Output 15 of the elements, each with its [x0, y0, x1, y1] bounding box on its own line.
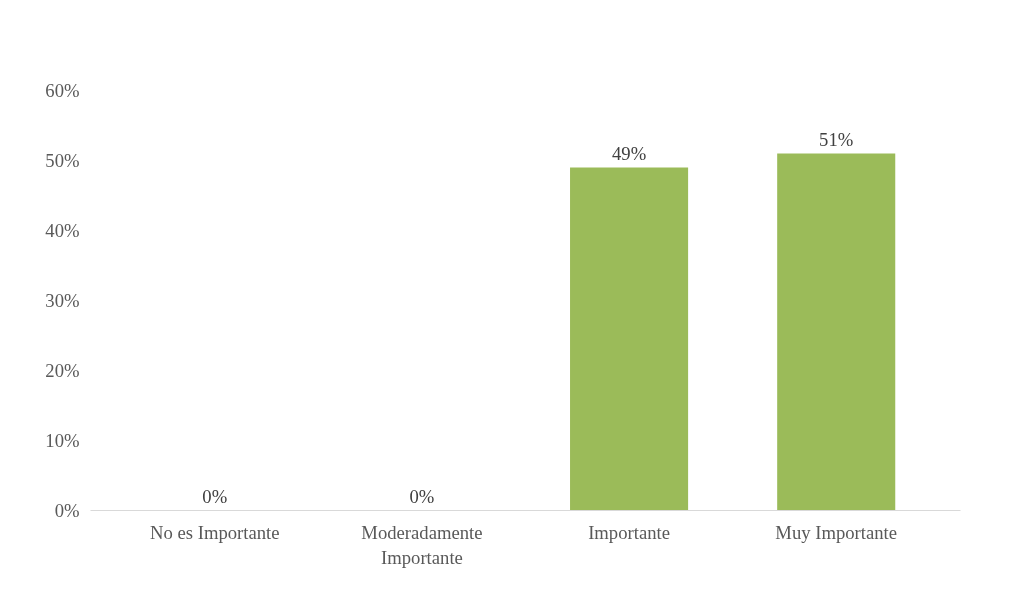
x-tick-label: Importante: [588, 521, 671, 543]
y-tick-label: 20%: [45, 360, 80, 381]
data-label: 51%: [819, 128, 854, 150]
y-tick-label: 0%: [54, 500, 80, 521]
data-label: 0%: [409, 485, 435, 507]
x-tick-label: Muy Importante: [775, 521, 898, 543]
y-tick-label: 60%: [45, 80, 80, 101]
data-label: 0%: [202, 485, 228, 507]
y-tick-label: 40%: [45, 220, 80, 241]
x-tick-label: Moderadamente Importante: [361, 521, 483, 568]
x-tick-label: No es Importante: [150, 521, 280, 543]
y-tick-label: 50%: [45, 150, 80, 171]
y-tick-label: 30%: [45, 290, 80, 311]
y-tick-label: 10%: [45, 430, 80, 451]
data-label: 49%: [611, 142, 647, 164]
